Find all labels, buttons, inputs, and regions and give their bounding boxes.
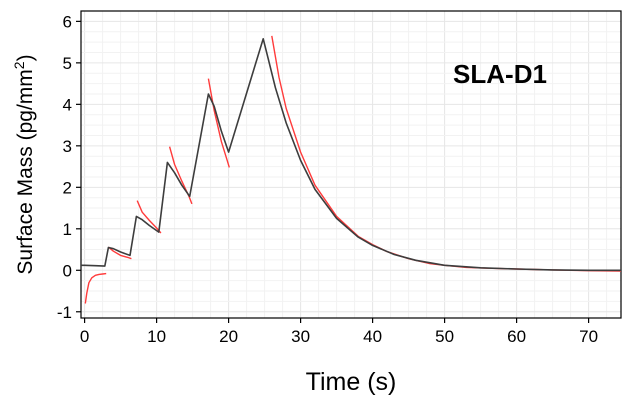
x-tick-label: 40 (363, 327, 382, 346)
x-tick-label: 60 (507, 327, 526, 346)
y-tick-label: 4 (63, 95, 72, 114)
measured-data-line (137, 201, 161, 233)
x-tick-label: 50 (435, 327, 454, 346)
plot-area (81, 11, 621, 318)
y-axis-title-tail: ) (14, 54, 37, 61)
y-axis-title-main: Surface Mass (pg/mm (14, 69, 37, 274)
chart-annotation: SLA-D1 (453, 59, 547, 89)
y-tick-label: 2 (63, 178, 72, 197)
y-tick-label: 0 (63, 261, 72, 280)
grid (81, 11, 621, 318)
x-tick-label: 0 (80, 327, 89, 346)
x-tick-label: 10 (147, 327, 166, 346)
x-tick-label: 30 (291, 327, 310, 346)
x-axis-title: Time (s) (306, 368, 397, 396)
y-axis-title: Surface Mass (pg/mm2) (11, 54, 37, 274)
y-tick-label: 5 (63, 54, 72, 73)
y-tick-label: 3 (63, 137, 72, 156)
y-axis-ticks: -1 0 1 2 3 4 5 6 (57, 12, 81, 321)
x-tick-label: 70 (579, 327, 598, 346)
measured-data-line (272, 36, 621, 271)
x-tick-label: 20 (219, 327, 238, 346)
y-axis-title-superscript: 2 (11, 61, 27, 69)
y-tick-label: 1 (63, 220, 72, 239)
x-axis-ticks: 0 10 20 30 40 50 60 70 (80, 318, 598, 346)
y-tick-label: 6 (63, 12, 72, 31)
y-tick-label: -1 (57, 303, 72, 322)
